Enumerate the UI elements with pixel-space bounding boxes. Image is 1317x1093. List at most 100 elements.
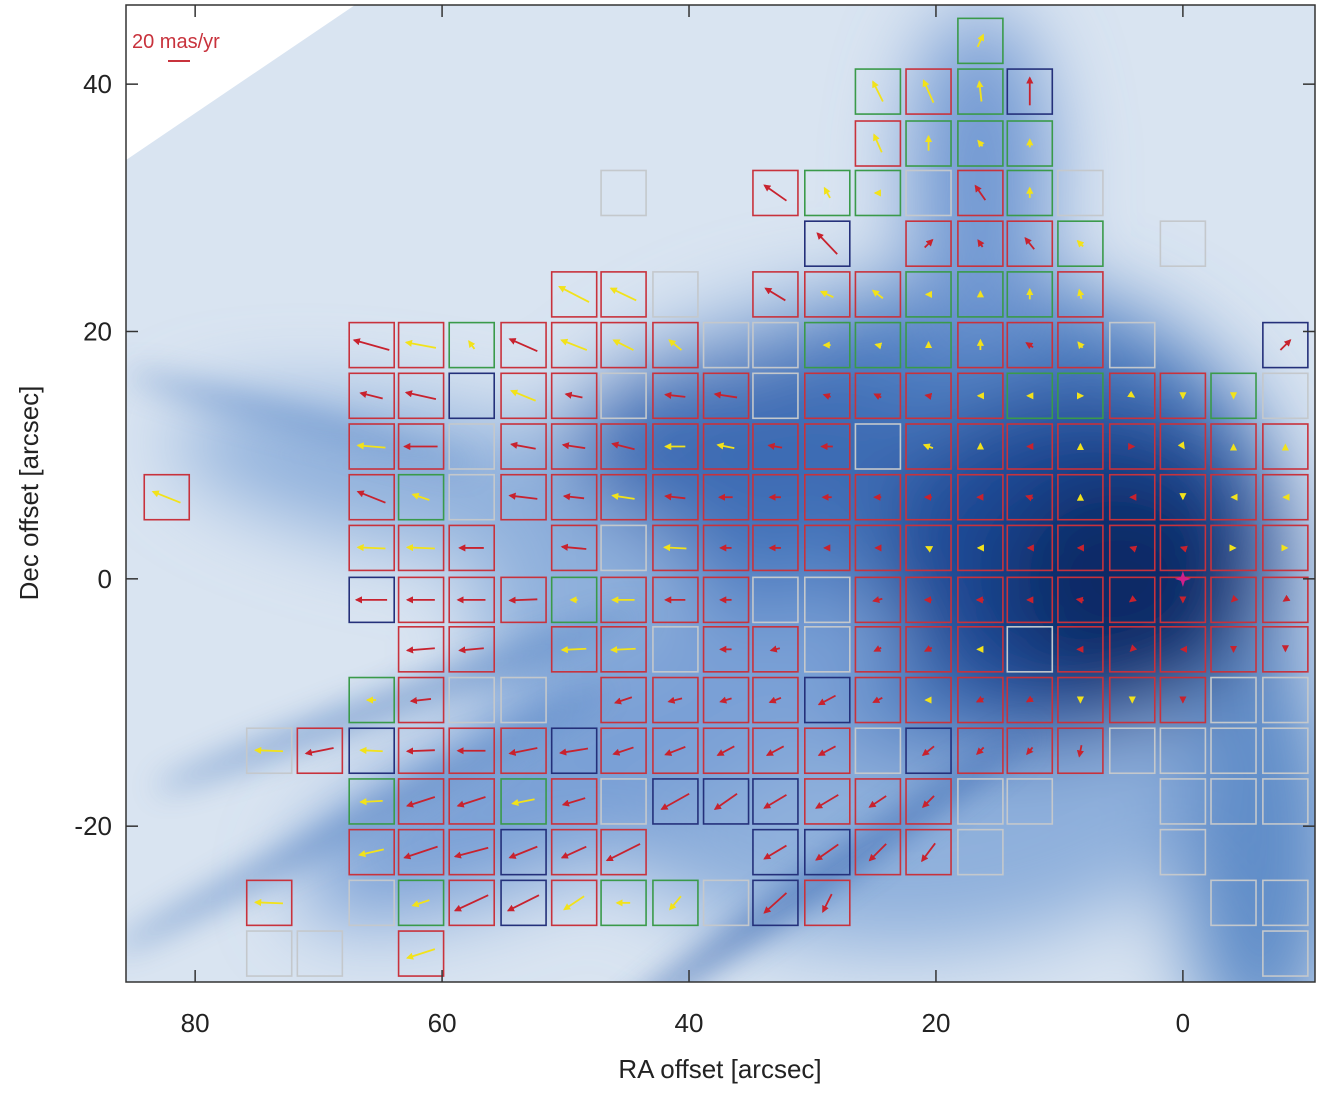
region-box xyxy=(348,676,396,724)
region-box xyxy=(1057,220,1104,267)
region-box xyxy=(500,778,547,825)
proper-motion-arrow xyxy=(1025,342,1034,350)
x-tick-label: 0 xyxy=(1176,1008,1190,1038)
region-box xyxy=(702,727,750,775)
region-box xyxy=(1159,220,1207,267)
proper-motion-arrow xyxy=(763,794,787,809)
proper-motion-arrow xyxy=(458,646,484,654)
region-box xyxy=(1210,727,1257,775)
region-box xyxy=(905,169,952,217)
region-box xyxy=(1210,524,1257,572)
region-box xyxy=(905,778,952,825)
region-box xyxy=(804,321,851,369)
region-box xyxy=(600,473,647,521)
proper-motion-arrow xyxy=(977,239,985,248)
region-box xyxy=(1262,321,1309,369)
region-box xyxy=(854,271,902,318)
proper-motion-arrow xyxy=(405,646,435,654)
region-box xyxy=(1262,879,1309,927)
region-box xyxy=(500,676,547,724)
region-box xyxy=(1057,169,1104,217)
proper-motion-arrow xyxy=(873,133,883,153)
region-box xyxy=(397,372,445,420)
region-box xyxy=(1262,372,1309,420)
region-box xyxy=(550,576,598,624)
region-box xyxy=(1108,321,1156,369)
proper-motion-arrow xyxy=(356,543,386,552)
region-box xyxy=(1210,879,1257,927)
proper-motion-arrow xyxy=(1279,339,1292,351)
y-tick-label: 20 xyxy=(83,316,112,346)
proper-motion-arrow xyxy=(356,490,386,504)
proper-motion-arrow xyxy=(405,948,436,960)
region-box xyxy=(245,930,293,977)
region-box xyxy=(854,828,902,876)
region-box xyxy=(500,828,547,876)
region-box xyxy=(804,676,851,724)
region-box xyxy=(397,930,445,977)
region-box xyxy=(448,524,496,572)
region-box xyxy=(854,778,902,825)
region-box xyxy=(348,576,396,624)
proper-motion-arrow xyxy=(763,892,788,914)
region-box xyxy=(397,727,445,775)
region-box xyxy=(957,727,1004,775)
region-box xyxy=(804,423,851,470)
region-box xyxy=(1210,576,1257,624)
region-box xyxy=(854,169,902,217)
proper-motion-arrow xyxy=(1076,745,1084,758)
proper-motion-arrow xyxy=(612,339,634,351)
proper-motion-arrow xyxy=(664,391,686,399)
proper-motion-arrow xyxy=(769,645,781,653)
proper-motion-arrow xyxy=(304,747,334,756)
region-box xyxy=(1057,321,1104,369)
axes: 80 60 40 20 0 40 20 0 -20 xyxy=(74,5,1315,1038)
region-box xyxy=(348,778,396,825)
region-box xyxy=(702,576,750,624)
proper-motion-arrow xyxy=(873,393,882,400)
region-box xyxy=(500,423,547,470)
region-box xyxy=(702,676,750,724)
region-box xyxy=(1262,524,1309,572)
proper-motion-arrow xyxy=(468,340,476,350)
region-box xyxy=(1057,727,1104,775)
region-box xyxy=(448,727,496,775)
region-box xyxy=(1006,473,1054,521)
region-box xyxy=(1006,271,1054,318)
region-box xyxy=(854,372,902,420)
y-axis-label: Dec offset [arcsec] xyxy=(14,386,44,601)
proper-motion-arrow xyxy=(767,442,783,450)
region-box xyxy=(804,626,851,673)
region-box xyxy=(500,372,547,420)
region-box xyxy=(804,727,851,775)
region-box xyxy=(397,879,445,927)
region-box xyxy=(600,676,647,724)
region-box xyxy=(652,576,699,624)
region-box xyxy=(397,524,445,572)
region-box xyxy=(448,879,496,927)
region-box xyxy=(905,524,952,572)
region-box xyxy=(348,727,396,775)
region-box xyxy=(905,423,952,470)
region-box xyxy=(550,372,598,420)
region-box xyxy=(600,727,647,775)
region-box xyxy=(1210,676,1257,724)
proper-motion-arrow xyxy=(511,798,535,807)
y-tick-label: 0 xyxy=(98,564,112,594)
region-box xyxy=(600,879,647,927)
x-tick-label: 80 xyxy=(181,1008,210,1038)
proper-motion-arrow xyxy=(563,895,585,911)
region-box xyxy=(1210,473,1257,521)
region-box xyxy=(905,576,952,624)
proper-motion-arrow xyxy=(868,795,887,808)
proper-motion-arrow xyxy=(561,797,586,807)
proper-motion-arrow xyxy=(1127,390,1136,398)
region-box xyxy=(905,220,952,267)
region-box xyxy=(804,169,851,217)
region-box xyxy=(1262,473,1309,521)
proper-motion-arrow xyxy=(560,543,587,551)
region-box xyxy=(957,676,1004,724)
region-box xyxy=(752,271,799,318)
region-box xyxy=(1006,321,1054,369)
region-box xyxy=(652,727,699,775)
